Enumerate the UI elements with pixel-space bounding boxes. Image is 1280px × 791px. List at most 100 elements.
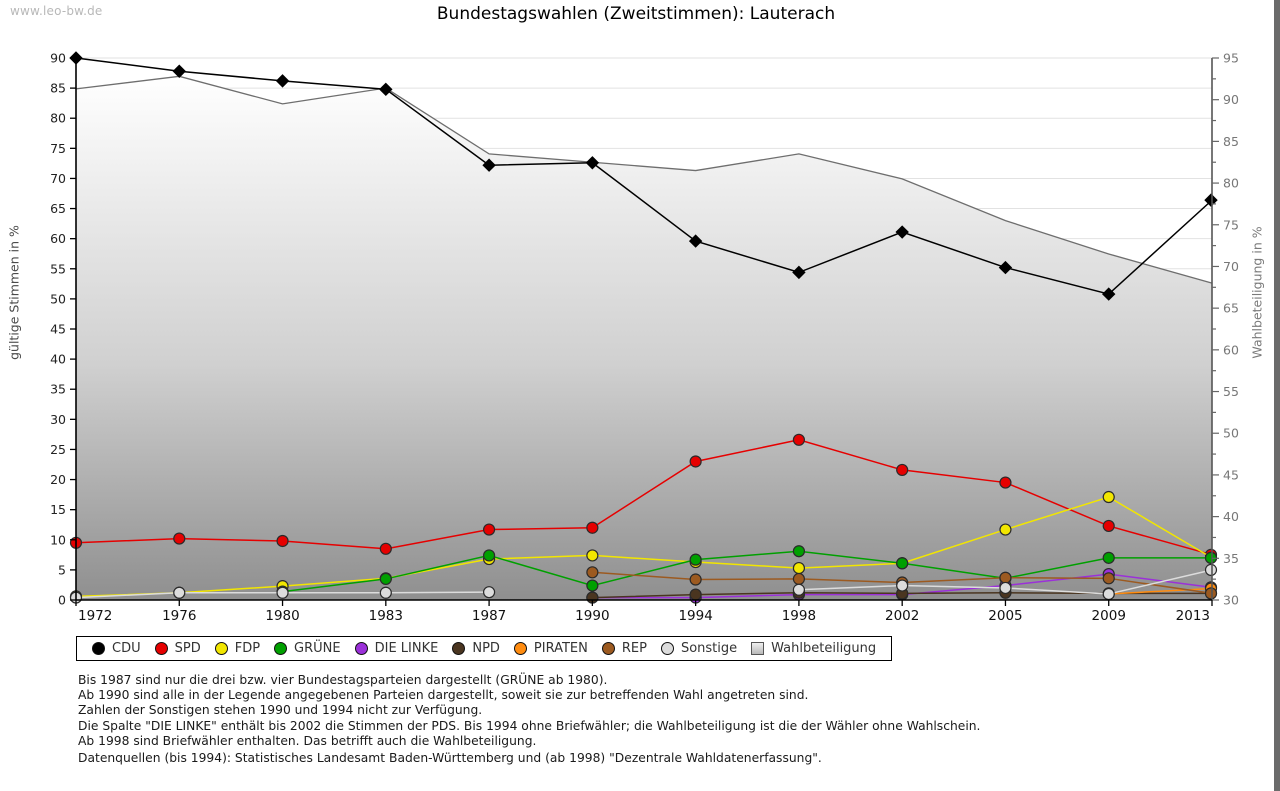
- data-point-fdp[interactable]: [999, 523, 1012, 536]
- data-point-cdu[interactable]: [792, 265, 806, 280]
- legend-square-icon: [751, 642, 765, 655]
- legend-item-label: FDP: [234, 641, 261, 656]
- data-point-cdu[interactable]: [172, 64, 186, 78]
- data-point-grüne[interactable]: [689, 553, 702, 566]
- legend-item-wahlbeteiligung[interactable]: Wahlbeteiligung: [751, 641, 876, 656]
- data-point-spd[interactable]: [586, 521, 599, 534]
- y-tick-label-left: 35: [50, 382, 66, 397]
- legend-item-label: PIRATEN: [533, 641, 588, 656]
- y-tick-label-left: 65: [50, 201, 66, 216]
- series-line-cdu: [75, 57, 1213, 295]
- x-tick-label: 1983: [369, 608, 403, 624]
- data-point-rep[interactable]: [999, 571, 1012, 584]
- y-tick-label-right: 85: [1223, 134, 1239, 149]
- legend-item-grüne[interactable]: GRÜNE: [274, 641, 341, 656]
- y-tick-label-left: 85: [50, 81, 66, 96]
- data-point-cdu[interactable]: [275, 74, 290, 88]
- legend-dot-icon: [354, 642, 368, 655]
- data-point-rep[interactable]: [1204, 587, 1218, 600]
- data-point-sonstige[interactable]: [379, 586, 392, 599]
- data-point-cdu[interactable]: [688, 234, 703, 248]
- x-tick-label: 1976: [162, 608, 196, 624]
- data-point-sonstige[interactable]: [1204, 563, 1218, 576]
- legend-item-npd[interactable]: NPD: [452, 641, 500, 656]
- legend-dot-icon: [601, 642, 615, 655]
- series-line-grüne: [282, 550, 1212, 593]
- legend-item-rep[interactable]: REP: [601, 641, 647, 656]
- data-point-rep[interactable]: [1102, 572, 1115, 585]
- legend-item-piraten[interactable]: PIRATEN: [513, 641, 588, 656]
- series-line-spd: [75, 439, 1213, 556]
- x-tick-label: 2005: [988, 608, 1022, 624]
- y-tick-label-left: 90: [50, 51, 66, 66]
- y-tick-label-right: 55: [1223, 384, 1239, 399]
- data-point-grüne[interactable]: [896, 557, 909, 570]
- data-point-cdu[interactable]: [482, 158, 496, 172]
- data-point-spd[interactable]: [689, 455, 702, 468]
- y-tick-label-left: 45: [50, 322, 66, 337]
- y-tick-label-left: 55: [50, 261, 66, 276]
- y-tick-label-left: 25: [50, 442, 66, 457]
- note-line: Die Spalte "DIE LINKE" enthält bis 2002 …: [78, 718, 981, 733]
- legend-dot-icon: [660, 642, 674, 655]
- data-point-spd[interactable]: [999, 476, 1012, 489]
- legend-item-label: REP: [621, 641, 647, 656]
- data-point-sonstige[interactable]: [482, 586, 496, 599]
- series-line-piraten: [1108, 587, 1213, 595]
- data-point-fdp[interactable]: [792, 561, 806, 575]
- data-point-sonstige[interactable]: [1102, 587, 1115, 601]
- y-tick-label-left: 15: [50, 502, 66, 517]
- y-tick-label-right: 35: [1223, 551, 1239, 566]
- note-line: Zahlen der Sonstigen stehen 1990 und 199…: [78, 703, 483, 718]
- data-point-rep[interactable]: [792, 572, 806, 586]
- data-point-rep[interactable]: [586, 566, 599, 579]
- data-point-cdu[interactable]: [998, 260, 1013, 275]
- data-point-sonstige[interactable]: [896, 579, 909, 592]
- data-point-grüne[interactable]: [586, 579, 599, 592]
- data-point-grüne[interactable]: [482, 549, 496, 562]
- data-point-spd[interactable]: [379, 542, 392, 555]
- chart-plot: 0 5 10 15 20 25 30 35 40 45 50 55 60 65 70 75 80 85 90 30 35…: [50, 51, 1239, 625]
- data-point-spd[interactable]: [482, 523, 496, 536]
- legend-item-label: Wahlbeteiligung: [771, 641, 877, 656]
- note-line: Ab 1998 sind Briefwähler enthalten. Das …: [78, 733, 537, 748]
- data-point-fdp[interactable]: [586, 549, 599, 562]
- y-tick-label-left: 80: [50, 111, 66, 126]
- data-point-sonstige[interactable]: [999, 581, 1012, 595]
- legend-item-label: SPD: [174, 641, 201, 656]
- y-tick-label-left: 10: [50, 532, 66, 547]
- x-tick-label: 1980: [265, 608, 299, 624]
- data-point-spd[interactable]: [896, 463, 909, 477]
- data-point-cdu[interactable]: [895, 225, 909, 239]
- data-point-rep[interactable]: [689, 573, 702, 586]
- y-tick-label-left: 0: [58, 593, 66, 608]
- data-point-grüne[interactable]: [1102, 551, 1115, 564]
- y-tick-label-left: 50: [50, 291, 66, 306]
- data-point-grüne[interactable]: [379, 572, 392, 586]
- data-point-cdu[interactable]: [1204, 193, 1218, 207]
- legend-item-cdu[interactable]: CDU: [92, 641, 141, 656]
- data-point-npd[interactable]: [689, 588, 702, 601]
- data-point-fdp[interactable]: [1102, 490, 1115, 504]
- data-point-sonstige[interactable]: [276, 586, 289, 599]
- legend-item-fdp[interactable]: FDP: [214, 641, 261, 656]
- legend-item-label: DIE LINKE: [374, 641, 439, 656]
- data-point-spd[interactable]: [276, 534, 289, 548]
- data-point-grüne[interactable]: [792, 545, 806, 558]
- legend-item-die-linke[interactable]: DIE LINKE: [354, 641, 439, 656]
- legend-item-sonstige[interactable]: Sonstige: [660, 641, 737, 656]
- x-tick-label: 2009: [1092, 608, 1126, 624]
- data-point-cdu[interactable]: [379, 82, 393, 97]
- data-point-spd[interactable]: [173, 532, 186, 545]
- note-line: Bis 1987 sind nur die drei bzw. vier Bun…: [78, 673, 608, 687]
- x-tick-label: 1990: [575, 608, 609, 624]
- data-point-cdu[interactable]: [585, 156, 600, 170]
- data-point-sonstige[interactable]: [792, 583, 806, 596]
- legend-item-spd[interactable]: SPD: [154, 641, 201, 656]
- page-title: Bundestagswahlen (Zweitstimmen): Lautera…: [436, 4, 836, 24]
- data-point-spd[interactable]: [792, 433, 806, 446]
- data-point-cdu[interactable]: [1102, 287, 1116, 301]
- data-point-spd[interactable]: [1102, 519, 1115, 533]
- legend-dot-icon: [452, 642, 466, 655]
- data-point-sonstige[interactable]: [173, 586, 186, 599]
